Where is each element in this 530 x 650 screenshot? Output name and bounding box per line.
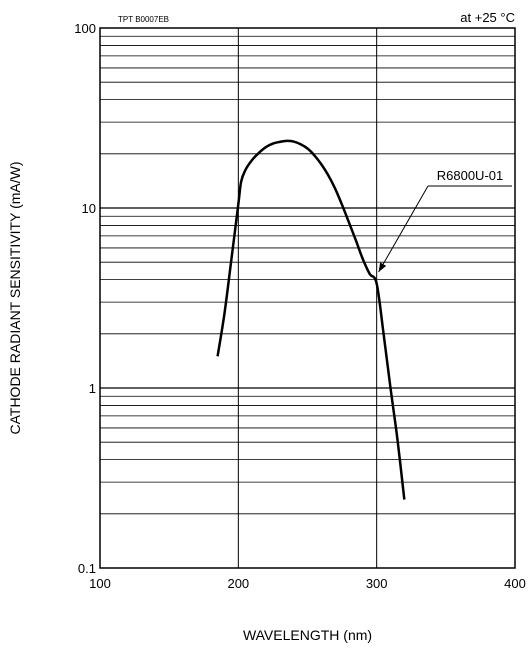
leader-arrowhead <box>378 262 387 272</box>
y-tick-label: 0.1 <box>78 561 96 576</box>
x-tick-label: 100 <box>89 576 111 591</box>
leader-line <box>378 185 429 273</box>
y-tick-label: 100 <box>74 21 96 36</box>
grid <box>100 28 515 568</box>
chart-code-label: TPT B0007EB <box>118 15 169 24</box>
x-tick-label: 300 <box>366 576 388 591</box>
x-axis-label: WAVELENGTH (nm) <box>243 627 372 643</box>
x-tick-label: 400 <box>504 576 526 591</box>
y-axis-label: CATHODE RADIANT SENSITIVITY (mA/W) <box>7 161 23 434</box>
y-tick-label: 10 <box>82 201 96 216</box>
series-label-r6800u-01: R6800U-01 <box>437 168 504 183</box>
y-tick-label: 1 <box>89 381 96 396</box>
x-tick-label: 200 <box>227 576 249 591</box>
plot-frame <box>99 27 516 569</box>
annotation: R6800U-01 <box>378 168 512 273</box>
tick-labels: 100 200 300 400 0.1 1 10 100 <box>74 21 526 591</box>
series-line-r6800u-01 <box>216 139 406 500</box>
condition-label: at +25 °C <box>460 10 515 25</box>
